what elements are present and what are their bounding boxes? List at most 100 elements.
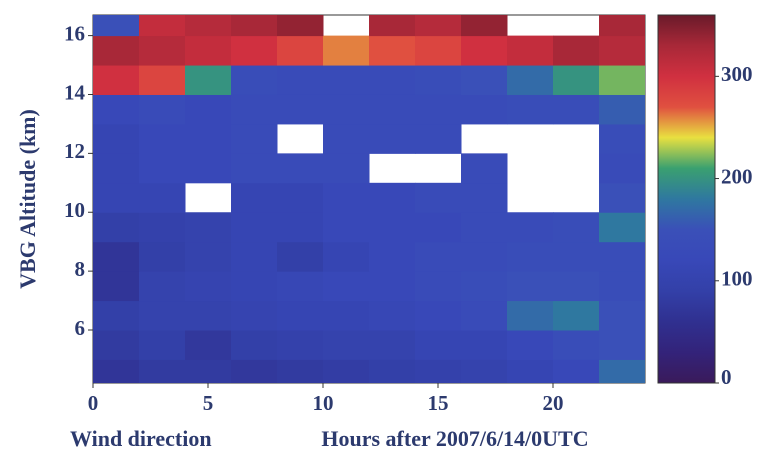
heatmap-cell <box>507 330 554 360</box>
heatmap-cell <box>369 241 416 272</box>
heatmap-cell <box>231 271 278 302</box>
heatmap-cell <box>323 35 370 66</box>
heatmap-cell <box>599 15 645 37</box>
colorbar: 0 100 200 300 <box>657 14 753 389</box>
heatmap-cell <box>323 212 370 243</box>
heatmap-cell <box>185 241 232 272</box>
heatmap-cell <box>461 15 508 37</box>
heatmap-cell <box>185 15 232 37</box>
heatmap-cell <box>507 359 554 383</box>
heatmap-cell <box>369 15 416 37</box>
heatmap-cell <box>277 241 324 272</box>
heatmap-cell <box>415 123 462 154</box>
heatmap-cell <box>231 35 278 66</box>
heatmap-cell <box>415 35 462 66</box>
heatmap-cell <box>599 330 645 360</box>
heatmap-cell <box>185 271 232 302</box>
heatmap-cell <box>139 359 186 383</box>
x-axis-label: Hours after 2007/6/14/0UTC <box>321 426 588 451</box>
y-tick-label: 6 <box>75 316 86 340</box>
heatmap-cell <box>231 153 278 184</box>
heatmap-cell <box>139 15 186 37</box>
heatmap-cell <box>415 65 462 95</box>
heatmap-cell <box>461 182 508 213</box>
heatmap-cell <box>323 65 370 95</box>
heatmap-cell <box>139 94 186 125</box>
heatmap-cell <box>369 182 416 213</box>
x-tick-label: 5 <box>203 391 214 415</box>
heatmap-cell <box>139 271 186 302</box>
heatmap-cell <box>277 153 324 184</box>
heatmap-cell <box>277 182 324 213</box>
y-axis-label: VBG Altitude (km) <box>15 109 40 289</box>
heatmap-cell <box>277 330 324 360</box>
heatmap-cell <box>323 271 370 302</box>
y-tick-label: 12 <box>64 139 85 163</box>
heatmap-cell <box>369 35 416 66</box>
heatmap-cell <box>139 330 186 360</box>
heatmap-cell <box>139 123 186 154</box>
heatmap-cell <box>93 330 140 360</box>
heatmap-cell <box>415 359 462 383</box>
heatmap-cell <box>231 241 278 272</box>
heatmap-cell <box>507 35 554 66</box>
heatmap-cell <box>553 300 600 331</box>
heatmap-cell <box>461 300 508 331</box>
heatmap-cell <box>461 359 508 383</box>
y-tick-label: 14 <box>64 80 86 104</box>
heatmap-cell <box>231 330 278 360</box>
heatmap-cell <box>461 212 508 243</box>
y-tick-label: 10 <box>64 198 85 222</box>
heatmap-cell <box>139 241 186 272</box>
colorbar-tick-label: 100 <box>721 267 753 291</box>
heatmap-cell <box>553 359 600 383</box>
heatmap-cell <box>93 94 140 125</box>
heatmap-cell <box>599 35 645 66</box>
heatmap-cell <box>323 241 370 272</box>
heatmap-cell <box>277 300 324 331</box>
heatmap-cell <box>323 300 370 331</box>
heatmap-cell <box>323 182 370 213</box>
heatmap-cell <box>185 65 232 95</box>
heatmap-cell <box>185 359 232 383</box>
heatmap-cell <box>461 94 508 125</box>
heatmap-cell <box>277 359 324 383</box>
heatmap-cell <box>185 212 232 243</box>
heatmap-cell <box>139 182 186 213</box>
heatmap-cell <box>461 271 508 302</box>
heatmap-cell <box>599 123 645 154</box>
heatmap-cell <box>461 35 508 66</box>
heatmap-cell <box>553 241 600 272</box>
heatmap-cell <box>93 123 140 154</box>
heatmap-cell <box>323 359 370 383</box>
heatmap-cell <box>139 65 186 95</box>
heatmap-cell <box>277 271 324 302</box>
heatmap-cell <box>231 123 278 154</box>
heatmap-cell <box>139 300 186 331</box>
heatmap-cell <box>369 300 416 331</box>
heatmap-cell <box>231 15 278 37</box>
heatmap-cell <box>507 212 554 243</box>
heatmap-cell <box>323 153 370 184</box>
heatmap-cell <box>185 300 232 331</box>
heatmap-cell <box>139 153 186 184</box>
colorbar-gradient <box>657 14 716 384</box>
heatmap-cell <box>93 182 140 213</box>
heatmap-cell <box>599 359 645 383</box>
heatmap-cell <box>461 65 508 95</box>
heatmap-cell <box>231 182 278 213</box>
heatmap-cell <box>277 15 324 37</box>
heatmap-cell <box>599 94 645 125</box>
heatmap-cell <box>93 65 140 95</box>
heatmap-cell <box>323 123 370 154</box>
heatmap-cell <box>93 35 140 66</box>
heatmap-cell <box>369 123 416 154</box>
heatmap-cell <box>277 35 324 66</box>
x-tick-label: 0 <box>88 391 99 415</box>
heatmap-cell <box>507 300 554 331</box>
heatmap-cell <box>553 330 600 360</box>
heatmap-cell <box>369 359 416 383</box>
heatmap-cell <box>231 359 278 383</box>
heatmap-cell <box>599 182 645 213</box>
